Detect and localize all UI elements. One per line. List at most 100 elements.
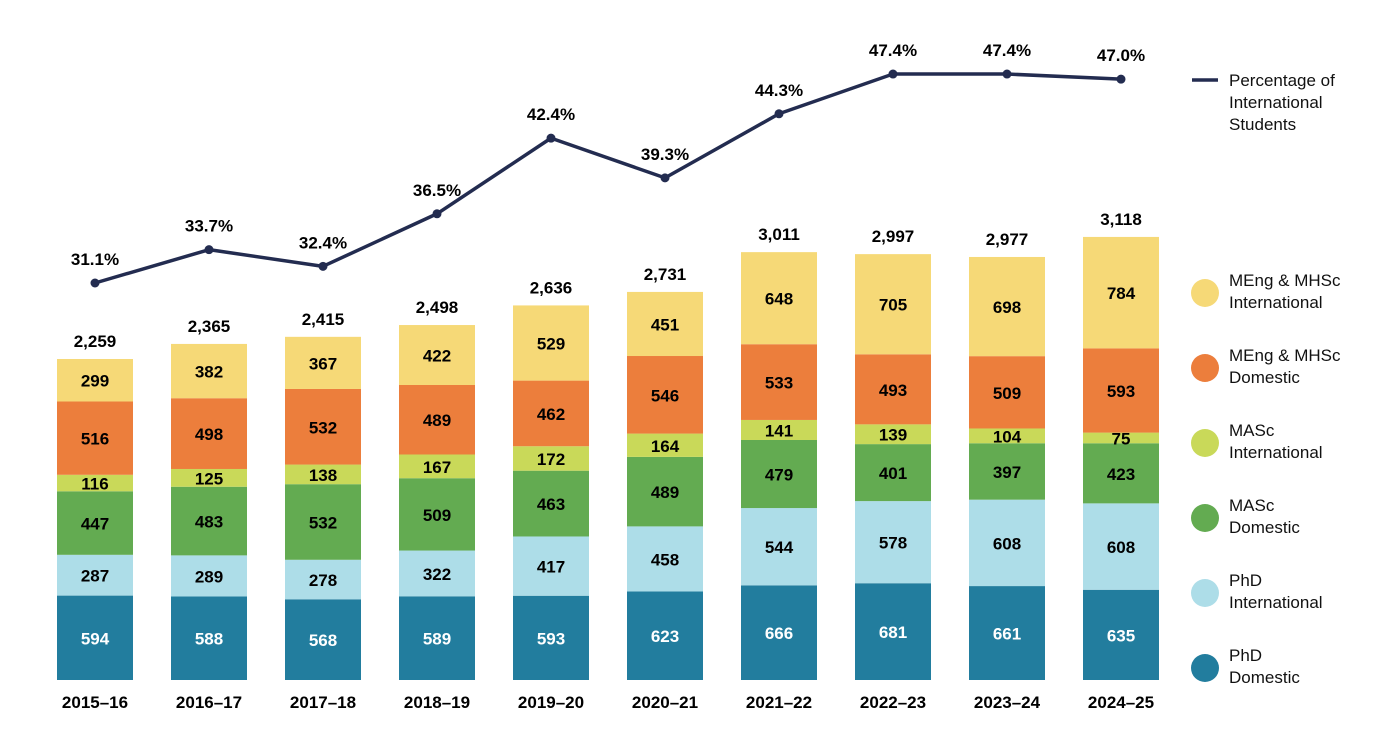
bar-segment bbox=[57, 401, 133, 475]
x-tick-label: 2024–25 bbox=[1088, 693, 1154, 712]
bar-segment bbox=[513, 446, 589, 471]
bar-segment bbox=[627, 433, 703, 457]
total-label: 2,415 bbox=[302, 310, 345, 329]
total-label: 2,259 bbox=[74, 332, 117, 351]
segment-value-label: 138 bbox=[309, 466, 337, 485]
bar-segment bbox=[855, 254, 931, 355]
legend-label-line2: International bbox=[1229, 293, 1323, 312]
segment-value-label: 509 bbox=[423, 506, 451, 525]
bar-segment bbox=[171, 468, 247, 487]
totals-layer: 2,259 2,365 2,415 2,498 2,636 2,731 3,011 2,997… bbox=[74, 210, 1142, 351]
x-axis-labels: 2015–16 2016–17 2017–18 2018–19 2019–20 2020–… bbox=[62, 693, 1154, 712]
bar-segment bbox=[741, 344, 817, 420]
segment-value-label: 493 bbox=[879, 381, 907, 400]
bar-segment bbox=[57, 595, 133, 680]
bar-segment bbox=[741, 585, 817, 680]
percentage-label: 42.4% bbox=[527, 105, 575, 124]
percentage-line-layer: 31.1% 33.7% 32.4% 36.5% 42.4% 39.3% 44.3% 47.4%… bbox=[71, 41, 1145, 288]
line-point bbox=[318, 261, 328, 271]
segment-value-label: 489 bbox=[423, 411, 451, 430]
segment-value-label: 532 bbox=[309, 418, 337, 437]
legend-item-percentage: Percentage of International Students bbox=[1192, 71, 1335, 134]
segment-value-label: 164 bbox=[651, 437, 680, 456]
legend-label-line1: PhD bbox=[1229, 571, 1262, 590]
x-tick-label: 2020–21 bbox=[632, 693, 698, 712]
segment-value-label: 608 bbox=[993, 534, 1021, 553]
line-point bbox=[660, 173, 670, 183]
segment-value-label: 661 bbox=[993, 625, 1021, 644]
segment-value-label: 289 bbox=[195, 567, 223, 586]
percentage-label: 31.1% bbox=[71, 250, 119, 269]
bar-segment bbox=[171, 555, 247, 597]
legend-label-line1: MEng & MHSc bbox=[1229, 271, 1341, 290]
bar-stack-2017–18: 568 278 532 138 532 367 bbox=[285, 336, 361, 680]
percentage-line bbox=[94, 72, 1122, 285]
segment-value-label: 167 bbox=[423, 458, 451, 477]
bar-segment bbox=[285, 559, 361, 600]
segment-value-label: 447 bbox=[81, 515, 109, 534]
bar-segment bbox=[171, 596, 247, 680]
segment-value-label: 509 bbox=[993, 384, 1021, 403]
line-point bbox=[1002, 69, 1012, 79]
percentage-label: 39.3% bbox=[641, 145, 689, 164]
segment-value-label: 593 bbox=[1107, 382, 1135, 401]
legend-color-swatch bbox=[1191, 354, 1219, 382]
segment-value-label: 666 bbox=[765, 624, 793, 643]
legend-label-line1: MASc bbox=[1229, 496, 1275, 515]
segment-value-label: 422 bbox=[423, 347, 451, 366]
bar-segment bbox=[399, 550, 475, 597]
percentage-label: 44.3% bbox=[755, 81, 803, 100]
legend-color-swatch bbox=[1191, 579, 1219, 607]
percentage-label: 47.4% bbox=[869, 41, 917, 60]
legend-item-masc-international: MASc International bbox=[1191, 421, 1323, 462]
segment-value-label: 299 bbox=[81, 372, 109, 391]
bar-segment bbox=[399, 478, 475, 551]
segment-value-label: 498 bbox=[195, 425, 223, 444]
segment-value-label: 635 bbox=[1107, 626, 1135, 645]
bar-stack-2021–22: 666 544 479 141 533 648 bbox=[741, 252, 817, 680]
bar-segment bbox=[285, 484, 361, 560]
line-point bbox=[888, 69, 898, 79]
bar-segment bbox=[399, 454, 475, 479]
bar-stack-2024–25: 635 608 423 75 593 784 bbox=[1083, 236, 1159, 680]
legend-item-meng-mhsc-international: MEng & MHSc International bbox=[1191, 271, 1341, 312]
segment-value-label: 578 bbox=[879, 534, 907, 553]
x-tick-label: 2019–20 bbox=[518, 693, 584, 712]
segment-value-label: 423 bbox=[1107, 465, 1135, 484]
legend-label-line2: Domestic bbox=[1229, 518, 1300, 537]
segment-value-label: 417 bbox=[537, 558, 565, 577]
bar-stack-2016–17: 588 289 483 125 498 382 bbox=[171, 343, 247, 680]
segment-value-label: 489 bbox=[651, 483, 679, 502]
legend-label: Students bbox=[1229, 115, 1296, 134]
x-tick-label: 2017–18 bbox=[290, 693, 356, 712]
segment-value-label: 367 bbox=[309, 354, 337, 373]
segment-value-label: 544 bbox=[765, 538, 794, 557]
bar-segment bbox=[285, 464, 361, 485]
bar-segment bbox=[285, 336, 361, 389]
segment-value-label: 698 bbox=[993, 298, 1021, 317]
total-label: 3,011 bbox=[758, 225, 800, 244]
bar-stack-2020–21: 623 458 489 164 546 451 bbox=[627, 291, 703, 680]
segment-value-label: 705 bbox=[879, 296, 907, 315]
segment-value-label: 172 bbox=[537, 450, 565, 469]
total-label: 2,977 bbox=[986, 230, 1029, 249]
legend-label-line2: Domestic bbox=[1229, 368, 1300, 387]
bar-segment bbox=[399, 325, 475, 386]
total-label: 2,997 bbox=[872, 227, 915, 246]
bar-segment bbox=[1083, 589, 1159, 680]
bar-segment bbox=[741, 439, 817, 509]
legend-label-line2: Domestic bbox=[1229, 668, 1300, 687]
legend-color-swatch bbox=[1191, 279, 1219, 307]
legend-color-swatch bbox=[1191, 504, 1219, 532]
segment-value-label: 546 bbox=[651, 386, 679, 405]
bar-stack-2019–20: 593 417 463 172 462 529 bbox=[513, 305, 589, 680]
segment-value-label: 648 bbox=[765, 290, 793, 309]
segment-value-label: 104 bbox=[993, 427, 1022, 446]
percentage-label: 32.4% bbox=[299, 233, 347, 252]
legend-item-phd-international: PhD International bbox=[1191, 571, 1323, 612]
x-tick-label: 2023–24 bbox=[974, 693, 1041, 712]
bar-segment bbox=[855, 501, 931, 584]
bar-segment bbox=[513, 305, 589, 381]
bar-segment bbox=[969, 499, 1045, 587]
